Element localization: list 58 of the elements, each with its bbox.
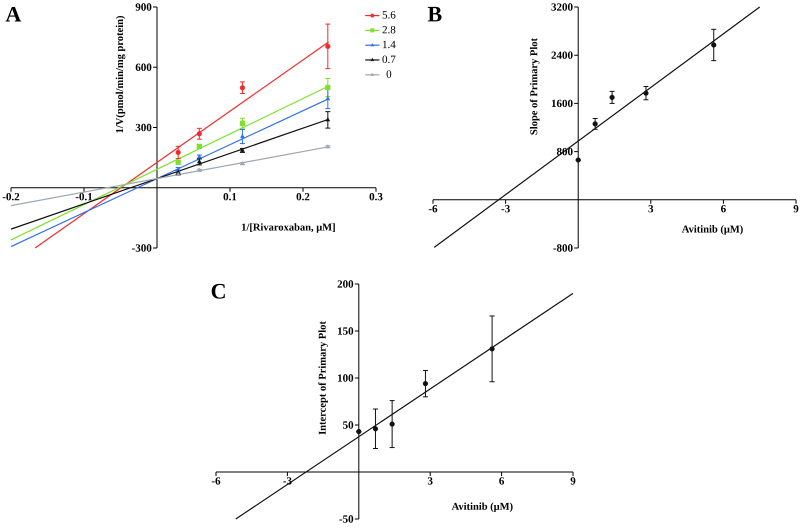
y-tick-label: 600 bbox=[136, 64, 152, 71]
y-tick-label: 300 bbox=[136, 124, 152, 132]
point bbox=[609, 94, 615, 100]
y-tick-label: -800 bbox=[553, 244, 573, 252]
legend-label: 0.7 bbox=[382, 56, 396, 64]
x-tick-label: -3 bbox=[501, 205, 510, 212]
point bbox=[240, 85, 246, 90]
x-axis-title: 1/[Rivaroxaban, μM] bbox=[242, 223, 335, 233]
y-tick-label: 900 bbox=[136, 3, 152, 11]
point bbox=[576, 157, 581, 163]
point bbox=[240, 134, 245, 138]
chart-title: A bbox=[6, 6, 22, 22]
y-tick-label: -50 bbox=[339, 515, 354, 523]
point bbox=[326, 117, 330, 122]
x-tick-label: 9 bbox=[570, 477, 576, 485]
x-tick-label: -6 bbox=[428, 205, 438, 212]
point bbox=[489, 346, 495, 352]
x-tick-label: -0.1 bbox=[76, 192, 92, 200]
point bbox=[390, 421, 395, 427]
legend-label: 0 bbox=[386, 70, 392, 78]
chart-title: B bbox=[428, 6, 442, 22]
y-tick-label: 3200 bbox=[551, 3, 573, 11]
point bbox=[325, 44, 330, 49]
point bbox=[196, 131, 202, 136]
point bbox=[643, 90, 649, 96]
x-tick-label: 3 bbox=[428, 477, 433, 485]
y-tick-label: 50 bbox=[343, 421, 354, 429]
x-tick-label: 6 bbox=[721, 205, 726, 212]
point bbox=[422, 381, 428, 386]
x-tick-label: 3 bbox=[648, 205, 654, 212]
x-tick-label: 0.2 bbox=[296, 192, 310, 200]
x-tick-label: -6 bbox=[212, 477, 220, 485]
y-tick-label: 200 bbox=[338, 280, 354, 288]
legend-label: 5.6 bbox=[382, 11, 396, 19]
x-tick-label: -0.2 bbox=[2, 192, 20, 200]
point bbox=[372, 426, 378, 432]
x-tick-label: 9 bbox=[794, 205, 798, 212]
chart-title: C bbox=[212, 284, 225, 299]
x-tick-label: 0.3 bbox=[370, 192, 383, 200]
y-tick-label: 2400 bbox=[551, 52, 573, 59]
x-axis-title: Avitinib (μM) bbox=[452, 502, 513, 512]
legend-label: 1.4 bbox=[383, 40, 396, 48]
x-axis-title: Avitinib (μM) bbox=[682, 225, 743, 235]
y-axis-title: Intercept of Primary Plot bbox=[318, 321, 328, 435]
x-tick-label: 0.1 bbox=[224, 192, 236, 200]
point bbox=[240, 120, 246, 126]
y-tick-label: -300 bbox=[132, 244, 152, 252]
point bbox=[176, 150, 181, 156]
y-tick-label: 150 bbox=[338, 327, 354, 335]
y-axis-title: 1/V(pmol/min/mg protein) bbox=[116, 16, 126, 133]
x-tick-label: 6 bbox=[499, 477, 504, 485]
y-axis-title: Slope of Primary Plot bbox=[530, 38, 540, 135]
point bbox=[711, 42, 716, 48]
point bbox=[592, 121, 598, 126]
y-tick-label: 100 bbox=[338, 374, 354, 382]
point bbox=[356, 428, 362, 434]
legend-label: 2.8 bbox=[382, 26, 396, 34]
y-tick-label: 1600 bbox=[552, 100, 573, 108]
